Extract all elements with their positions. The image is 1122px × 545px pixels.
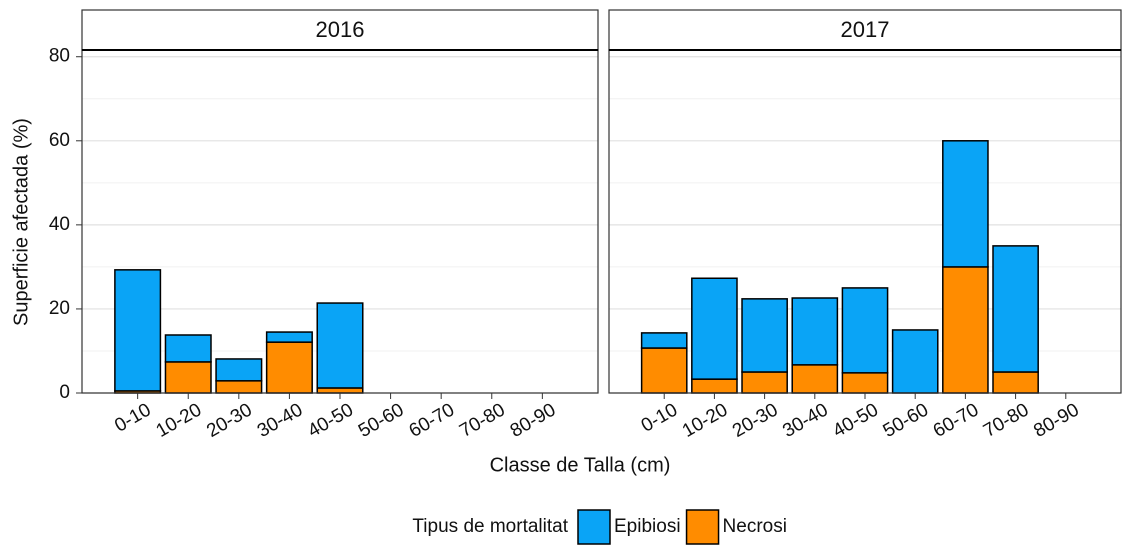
y-tick-label: 0 (59, 382, 70, 403)
strip (608, 9, 1122, 51)
legend-label: Epibiosi (614, 516, 681, 537)
bar-segment (215, 358, 263, 382)
bar-segment (691, 378, 738, 394)
x-tick-label: 20-30 (729, 399, 782, 441)
x-tick-label: 20-30 (203, 399, 256, 441)
x-tick-label: 0-10 (638, 399, 681, 436)
strip-label: 2016 (316, 17, 365, 42)
x-tick-label: 10-20 (679, 399, 732, 441)
bar-segment (640, 332, 688, 349)
x-tick-label: 60-70 (930, 399, 983, 441)
x-tick-label: 40-50 (304, 399, 357, 441)
bar-segment (215, 380, 263, 394)
y-tick-label: 60 (49, 130, 70, 151)
legend-swatch (577, 509, 611, 545)
bar-segment (265, 331, 313, 343)
bar-segment (114, 269, 162, 392)
x-tick-label: 50-60 (880, 399, 933, 441)
y-tick-label: 20 (49, 298, 70, 319)
bar-segment (791, 364, 839, 394)
y-axis-title: Superficie afectada (%) (10, 118, 32, 326)
y-tick-label: 80 (49, 46, 70, 67)
strip-label: 2017 (841, 17, 890, 42)
y-tick-label: 40 (49, 214, 70, 235)
x-tick-label: 40-50 (829, 399, 882, 441)
bar-segment (316, 302, 364, 389)
x-tick-label: 80-90 (507, 399, 560, 441)
bar-segment (691, 277, 738, 380)
x-tick-label: 10-20 (153, 399, 206, 441)
bar-segment (741, 298, 788, 373)
bar-segment (992, 245, 1039, 373)
x-tick-label: 80-90 (1030, 399, 1083, 441)
x-axis-title: Classe de Talla (cm) (490, 454, 671, 476)
bar-segment (316, 387, 364, 394)
x-tick-label: 30-40 (254, 399, 307, 441)
bar-segment (164, 334, 212, 363)
x-tick-label: 60-70 (406, 399, 459, 441)
bar-segment (640, 347, 688, 394)
legend-title: Tipus de mortalitat (412, 516, 568, 537)
bar-segment (164, 361, 212, 394)
bar-segment (265, 341, 313, 394)
bar-segment (841, 372, 889, 394)
bar-segment (791, 297, 839, 366)
legend-swatch (685, 509, 720, 545)
x-tick-label: 70-80 (456, 399, 509, 441)
bar-segment (942, 140, 989, 268)
bar-segment (841, 287, 889, 374)
x-tick-label: 50-60 (355, 399, 408, 441)
bar-segment (992, 371, 1039, 394)
x-tick-label: 30-40 (779, 399, 832, 441)
bar-segment (942, 266, 989, 394)
bar-segment (741, 371, 788, 394)
bar-segment (891, 329, 939, 394)
x-tick-label: 70-80 (980, 399, 1033, 441)
x-tick-label: 0-10 (111, 399, 154, 436)
legend-label: Necrosi (723, 516, 787, 537)
